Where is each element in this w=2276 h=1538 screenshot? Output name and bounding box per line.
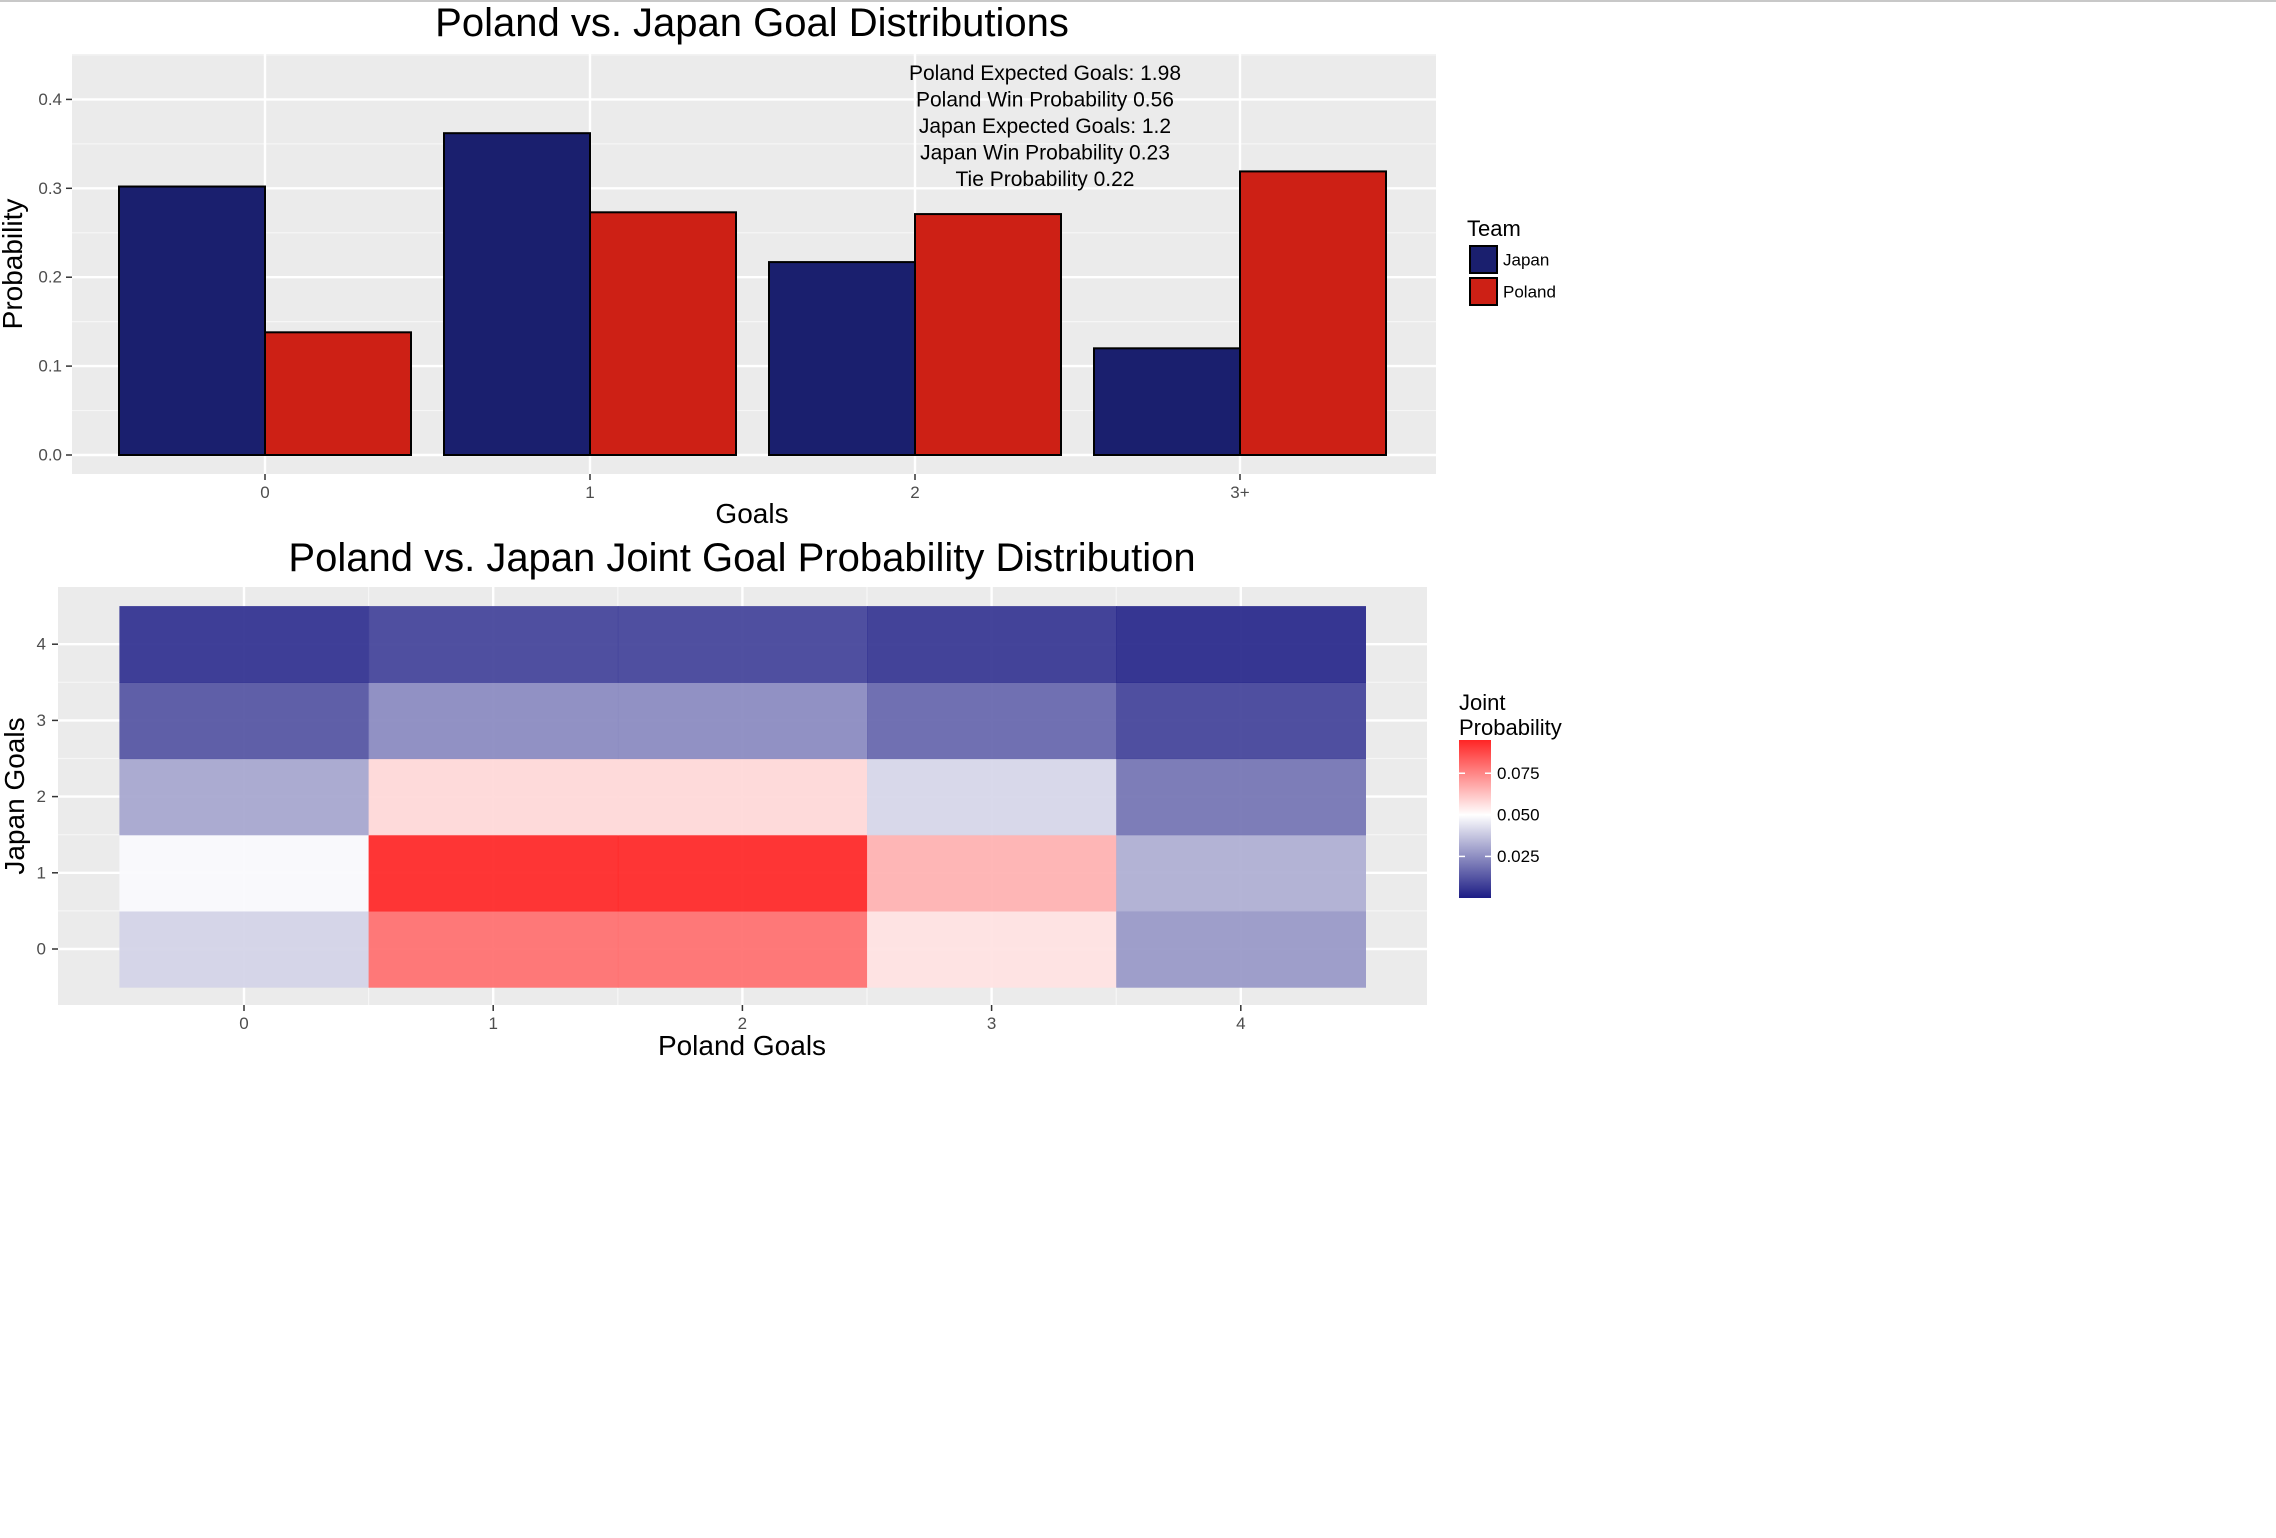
- bar-x-tick-label: 2: [910, 483, 919, 502]
- heatmap-x-axis-label: Poland Goals: [658, 1030, 826, 1061]
- heatmap-tile-pol2-jpn4: [617, 606, 868, 683]
- bar-legend-key-japan: [1469, 245, 1498, 274]
- heatmap-x-tick-label: 2: [738, 1014, 747, 1033]
- heatmap-y-tick-label: 3: [37, 711, 46, 730]
- heatmap-y-tick-label: 2: [37, 787, 46, 806]
- bar-y-tick-label: 0.4: [38, 90, 62, 109]
- bar-annotation-line: Japan Win Probability 0.23: [920, 142, 1170, 165]
- bar-annotation-line: Japan Expected Goals: 1.2: [919, 115, 1171, 138]
- heatmap-tile-pol1-jpn1: [368, 834, 619, 912]
- heatmap-x-tick-label: 0: [239, 1014, 248, 1033]
- heatmap-tile-pol4-jpn0: [1116, 910, 1366, 988]
- heatmap-tile-pol3-jpn1: [867, 834, 1117, 912]
- heatmap-legend-title-line1: Joint: [1459, 690, 1505, 715]
- bar-x-axis-label: Goals: [715, 498, 788, 529]
- colorbar-tick-label: 0.025: [1497, 847, 1540, 866]
- heatmap-tile-pol0-jpn2: [119, 758, 370, 836]
- heatmap-tile-pol3-jpn0: [867, 910, 1117, 988]
- heatmap-tile-pol2-jpn0: [617, 910, 868, 988]
- bar-chart-title: Poland vs. Japan Goal Distributions: [435, 1, 1069, 45]
- bar-annotation-line: Poland Expected Goals: 1.98: [909, 62, 1181, 85]
- bar-y-axis-label: Probability: [0, 199, 28, 330]
- colorbar-tick-label: 0.050: [1497, 805, 1540, 824]
- bar-poland-1: [589, 211, 737, 456]
- bar-japan-3plus: [1093, 347, 1241, 457]
- heatmap-tile-pol0-jpn4: [119, 606, 370, 683]
- bar-y-tick-label: 0.2: [38, 268, 62, 287]
- bar-y-tick-label: 0.3: [38, 179, 62, 198]
- bar-x-tick-label: 1: [585, 483, 594, 502]
- top-border: [0, 0, 2276, 2]
- bar-japan-1: [443, 132, 591, 456]
- heatmap-legend-title-line2: Probability: [1459, 715, 1562, 740]
- bar-x-tick-label: 0: [260, 483, 269, 502]
- heatmap-tile-pol4-jpn2: [1116, 758, 1366, 836]
- bar-legend-label: Poland: [1503, 283, 1556, 302]
- bar-legend-key-poland: [1469, 277, 1498, 306]
- bar-y-tick-label: 0.0: [38, 446, 62, 465]
- heatmap-tile-pol4-jpn4: [1116, 606, 1366, 683]
- bar-legend-title: Team: [1467, 216, 1521, 241]
- bar-japan-0: [118, 185, 266, 456]
- heatmap-tile-pol1-jpn0: [368, 910, 619, 988]
- heatmap-tile-pol4-jpn3: [1116, 682, 1366, 760]
- heatmap-tile-pol3-jpn4: [867, 606, 1117, 683]
- colorbar-tick-label: 0.075: [1497, 764, 1540, 783]
- heatmap-y-tick-label: 4: [37, 635, 46, 654]
- heatmap-tile-pol2-jpn3: [617, 682, 868, 760]
- heatmap-x-tick-label: 3: [987, 1014, 996, 1033]
- bar-y-tick-label: 0.1: [38, 357, 62, 376]
- heatmap-tile-pol4-jpn1: [1116, 834, 1366, 912]
- heatmap-tile-pol2-jpn2: [617, 758, 868, 836]
- heatmap-tile-pol3-jpn3: [867, 682, 1117, 760]
- bar-poland-3plus: [1239, 170, 1387, 456]
- bar-annotation-line: Tie Probability 0.22: [956, 168, 1135, 191]
- heatmap-y-tick-label: 1: [37, 863, 46, 882]
- heatmap-tile-pol1-jpn3: [368, 682, 619, 760]
- heatmap-tile-pol1-jpn2: [368, 758, 619, 836]
- bar-x-tick-label: 3+: [1230, 483, 1249, 502]
- heatmap-x-tick-label: 4: [1236, 1014, 1245, 1033]
- heatmap-tile-pol1-jpn4: [368, 606, 619, 683]
- heatmap-tile-pol0-jpn1: [119, 834, 370, 912]
- bar-legend-label: Japan: [1503, 251, 1549, 270]
- bar-japan-2: [768, 261, 916, 456]
- heatmap-tile-pol3-jpn2: [867, 758, 1117, 836]
- heatmap-x-tick-label: 1: [488, 1014, 497, 1033]
- heatmap-y-axis-label: Japan Goals: [0, 717, 30, 874]
- bar-poland-2: [914, 213, 1062, 456]
- heatmap-tile-pol0-jpn3: [119, 682, 370, 760]
- bar-poland-0: [264, 331, 412, 456]
- heatmap-y-tick-label: 0: [37, 940, 46, 959]
- heatmap-tile-pol0-jpn0: [119, 910, 370, 988]
- heatmap-title: Poland vs. Japan Joint Goal Probability …: [288, 536, 1195, 580]
- bar-annotation-line: Poland Win Probability 0.56: [916, 89, 1174, 112]
- heatmap-colorbar: [1459, 740, 1491, 898]
- heatmap-tile-pol2-jpn1: [617, 834, 868, 912]
